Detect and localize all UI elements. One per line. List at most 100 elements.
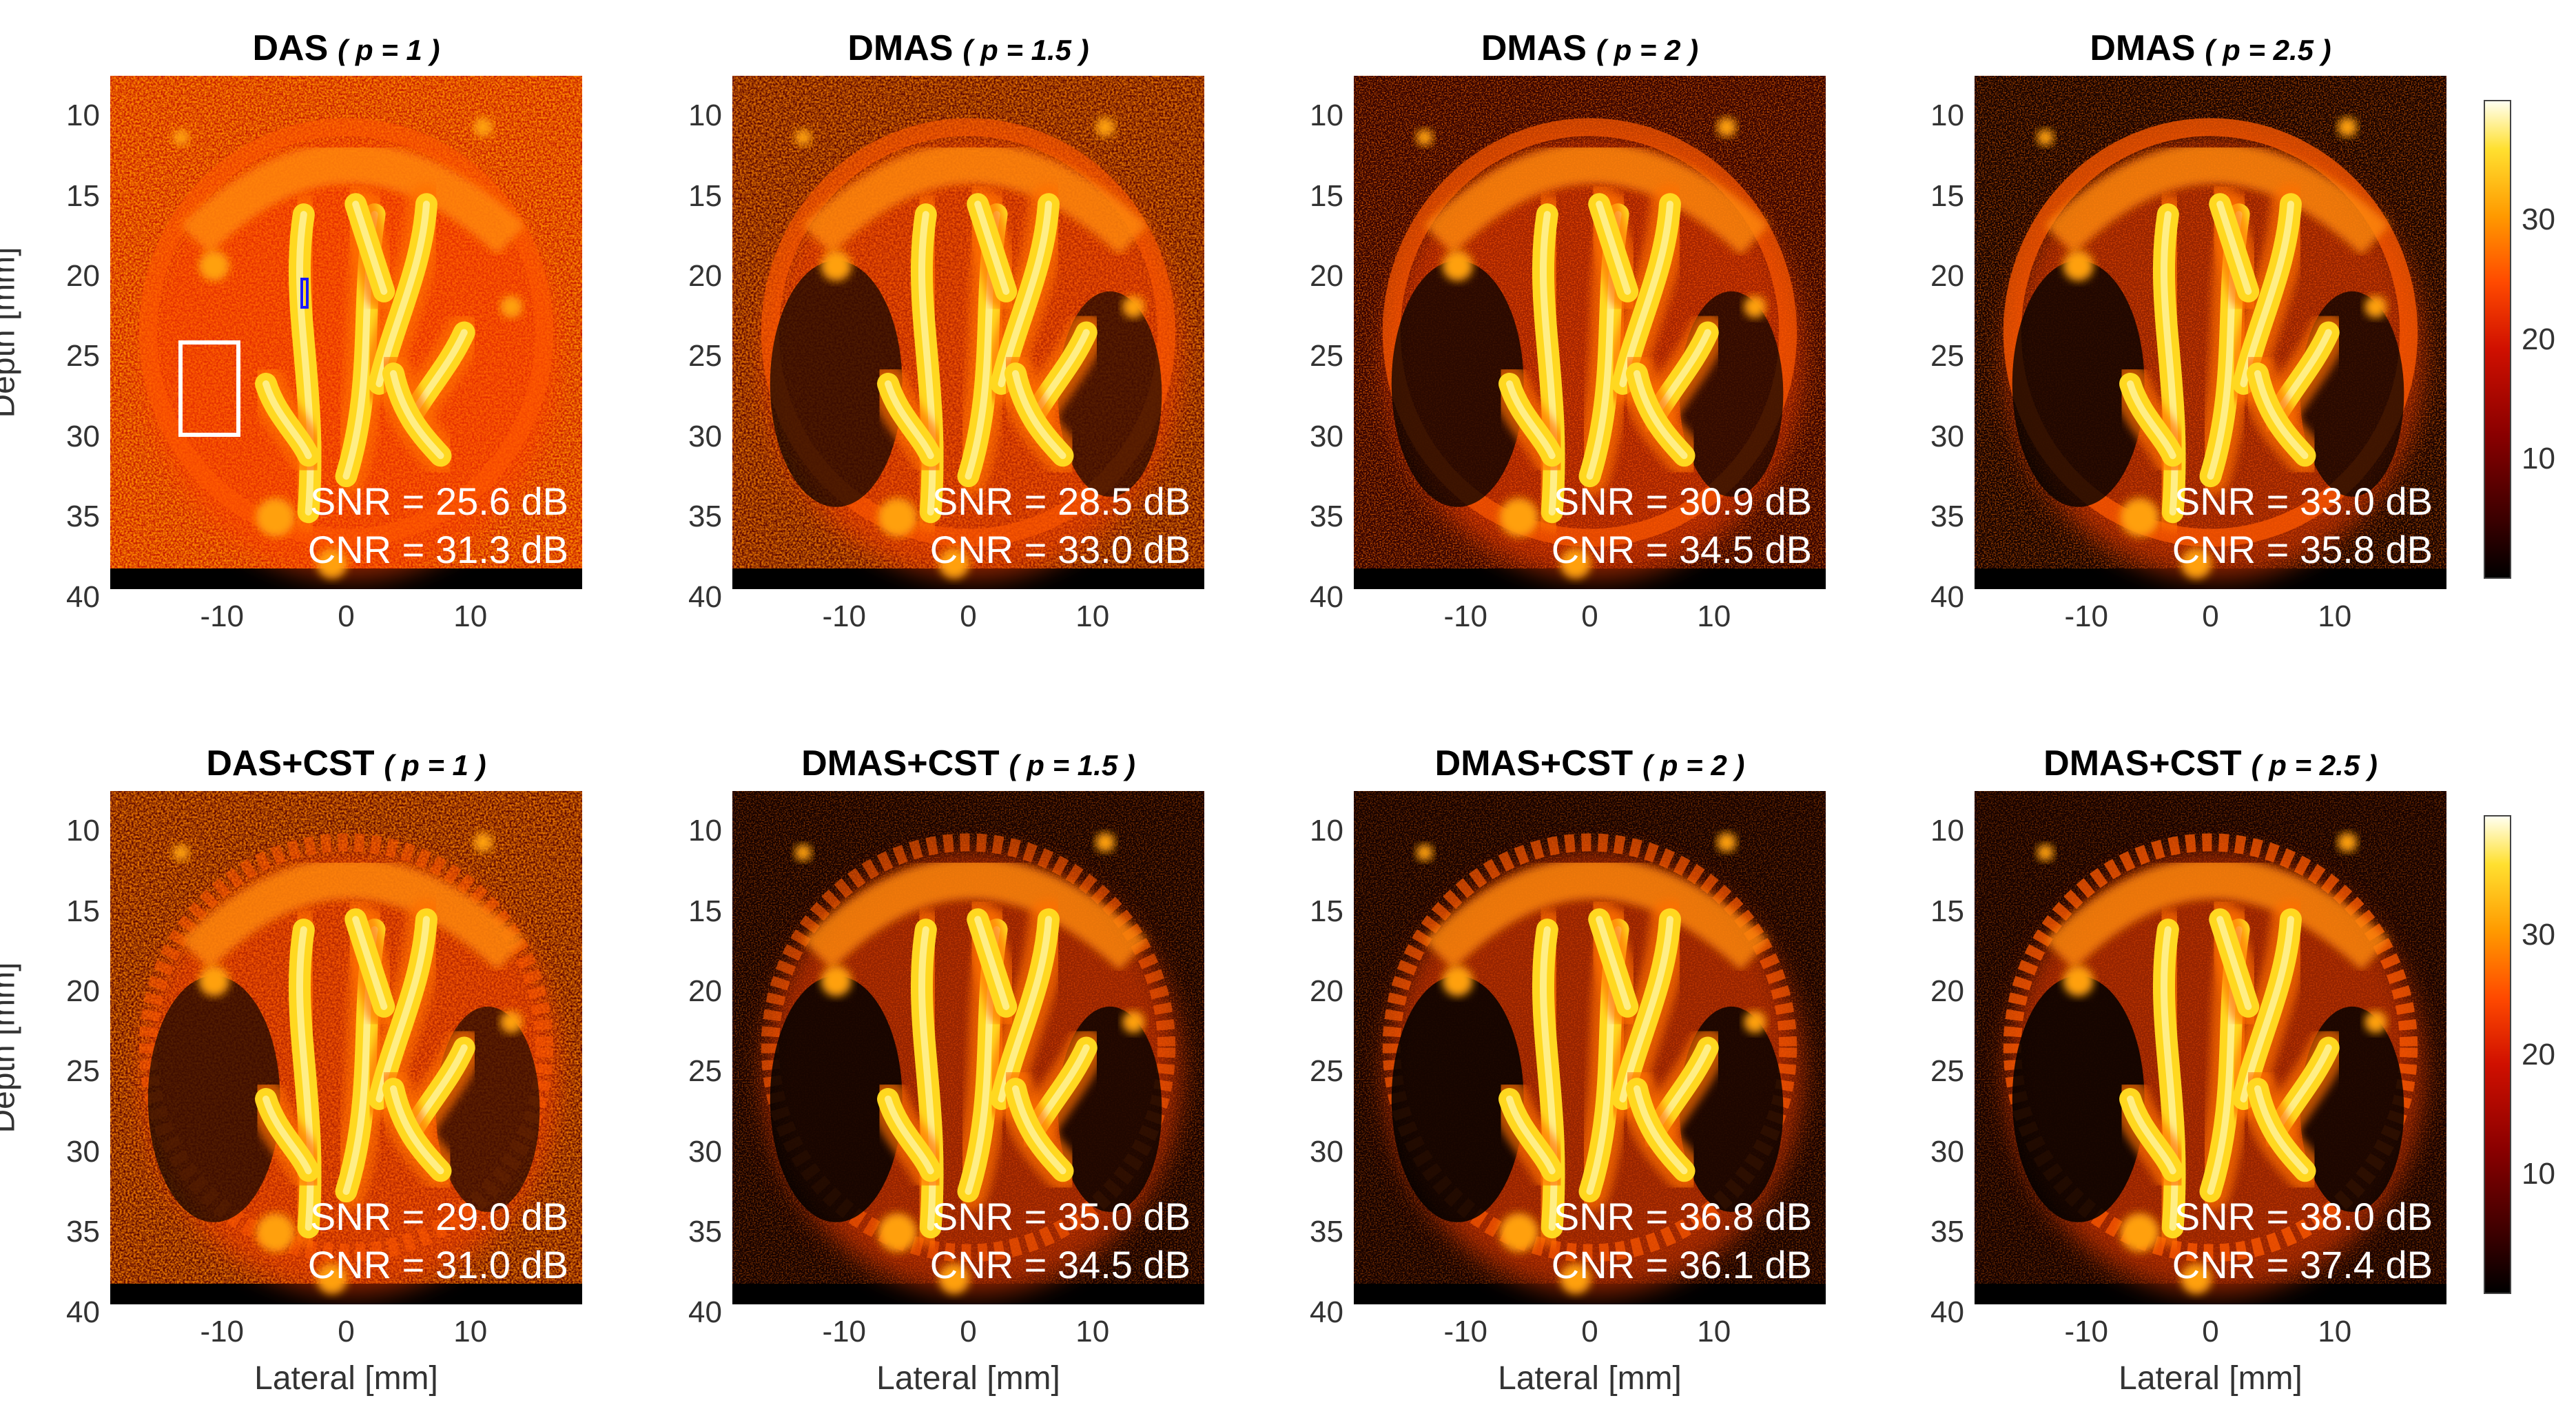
y-tick-label: 20: [1310, 974, 1343, 1009]
y-axis-label: Depth [mm]: [0, 246, 22, 418]
panel-title-parameter: ( p = 1.5 ): [962, 34, 1089, 66]
y-tick-label: 35: [66, 500, 100, 534]
y-tick-label: 35: [1930, 1215, 1964, 1249]
vessel-roi-box: [300, 278, 309, 309]
y-tick-label: 30: [66, 419, 100, 453]
y-tick-label: 40: [1930, 579, 1964, 614]
snr-label: SNR = 36.8 dB: [1553, 1195, 1812, 1238]
x-tick-label: 0: [960, 599, 977, 633]
y-tick-label: 25: [1310, 1054, 1343, 1089]
x-tick-label: 10: [1697, 1315, 1731, 1348]
panel-title: DMAS+CST ( p = 1.5 ): [650, 743, 1287, 784]
y-tick-label: 40: [1930, 1295, 1964, 1329]
snr-label: SNR = 33.0 dB: [2174, 480, 2433, 523]
panel-title-parameter: ( p = 1 ): [384, 749, 486, 781]
cnr-label: CNR = 31.0 dB: [307, 1243, 568, 1286]
y-tick-label: 30: [688, 1134, 722, 1169]
y-tick-label: 25: [688, 1054, 722, 1089]
colorbar-tick-label: 30: [2522, 202, 2555, 236]
y-tick-label: 20: [1930, 259, 1964, 294]
cnr-label: CNR = 33.0 dB: [929, 528, 1191, 571]
image-area: [732, 791, 1204, 1304]
x-axis-label: Lateral [mm]: [2119, 1360, 2302, 1397]
snr-label: SNR = 29.0 dB: [309, 1195, 568, 1238]
y-tick-label: 40: [66, 579, 100, 614]
y-tick-label: 35: [688, 1215, 722, 1249]
y-tick-label: 25: [66, 339, 100, 373]
panel-title: DMAS ( p = 2.5 ): [1892, 28, 2529, 69]
y-tick-label: 35: [1310, 1215, 1343, 1249]
snr-label: SNR = 25.6 dB: [309, 480, 568, 523]
x-tick-label: 0: [338, 599, 355, 633]
x-axis-label: Lateral [mm]: [254, 1360, 438, 1397]
ultrasound-image: [1975, 76, 2446, 589]
panel-title-method: DMAS: [847, 28, 954, 68]
y-tick-label: 35: [66, 1215, 100, 1249]
ultrasound-image: [110, 791, 582, 1304]
panel-title-method: DMAS: [1481, 28, 1587, 68]
ultrasound-image: [110, 76, 582, 589]
panel-title: DAS+CST ( p = 1 ): [28, 743, 665, 784]
panel-title-parameter: ( p = 1.5 ): [1009, 749, 1135, 781]
cnr-label: CNR = 31.3 dB: [307, 528, 568, 571]
colorbar-tick-label: 10: [2522, 442, 2555, 476]
image-panel: DMAS ( p = 2 ) 10 15 20 25 30 35 40 -10 0 10 SNR = 3…: [1310, 28, 1826, 633]
x-tick-label: -10: [822, 599, 867, 633]
panel-title: DMAS( p = 1.5 ): [650, 28, 1287, 69]
y-tick-label: 10: [688, 99, 722, 133]
cnr-label: CNR = 34.5 dB: [929, 1243, 1191, 1286]
y-tick-label: 10: [1310, 814, 1343, 848]
image-panel: DMAS( p = 1.5 ) 10 15 20 25 30 35 40 -10 0 10 SNR =…: [688, 28, 1204, 633]
ultrasound-image: [732, 791, 1204, 1304]
x-tick-label: 10: [1075, 1315, 1110, 1348]
y-tick-label: 15: [1310, 178, 1343, 213]
x-tick-label: -10: [822, 1315, 867, 1348]
y-tick-label: 30: [1310, 419, 1343, 453]
panel-title-parameter: ( p = 1 ): [338, 34, 440, 66]
y-axis-label: Depth [mm]: [0, 961, 22, 1133]
cnr-label: CNR = 35.8 dB: [2172, 528, 2433, 571]
colorbar-tick-label: 20: [2522, 322, 2555, 356]
colorbar-tick-label: 20: [2522, 1037, 2555, 1071]
y-tick-label: 40: [66, 1295, 100, 1329]
y-tick-label: 30: [1930, 1134, 1964, 1169]
panel-title: DAS ( p = 1 ): [28, 28, 665, 69]
image-panel: DMAS ( p = 2.5 ) 10 15 20 25 30 35 40 -10 0 10 SNR =…: [1930, 28, 2446, 633]
y-tick-label: 20: [66, 259, 100, 294]
x-tick-label: 10: [2318, 599, 2352, 633]
x-tick-label: 0: [2202, 599, 2219, 633]
image-area: [1975, 76, 2446, 589]
x-tick-label: 10: [1697, 599, 1731, 633]
x-tick-label: 0: [960, 1315, 977, 1348]
cnr-label: CNR = 34.5 dB: [1551, 528, 1812, 571]
background-roi-box: [178, 340, 241, 437]
x-tick-label: -10: [1443, 1315, 1488, 1348]
x-tick-label: 10: [2318, 1315, 2352, 1348]
y-tick-label: 30: [1310, 1134, 1343, 1169]
colorbar: [2484, 100, 2511, 579]
y-tick-label: 15: [1930, 894, 1964, 928]
snr-label: SNR = 38.0 dB: [2174, 1195, 2433, 1238]
x-tick-label: 0: [1581, 1315, 1598, 1348]
snr-label: SNR = 30.9 dB: [1553, 480, 1812, 523]
ultrasound-image: [732, 76, 1204, 589]
ultrasound-image: [1354, 791, 1826, 1304]
panel-title-method: DAS+CST: [206, 743, 375, 783]
y-tick-label: 15: [688, 894, 722, 928]
y-tick-label: 25: [1930, 339, 1964, 373]
panel-title: DMAS+CST( p = 2 ): [1271, 743, 1908, 784]
panel-title: DMAS+CST ( p = 2.5 ): [1892, 743, 2529, 784]
panel-title-method: DMAS+CST: [2043, 743, 2242, 783]
panel-title-method: DMAS+CST: [1434, 743, 1634, 783]
cnr-label: CNR = 36.1 dB: [1551, 1243, 1812, 1286]
x-tick-label: -10: [200, 599, 245, 633]
x-tick-label: 10: [453, 599, 488, 633]
x-tick-label: -10: [2064, 1315, 2109, 1348]
x-axis-label: Lateral [mm]: [1498, 1360, 1682, 1397]
image-area: [1354, 76, 1826, 589]
y-tick-label: 35: [1310, 500, 1343, 534]
image-panel: DMAS+CST( p = 2 ) 10 15 20 25 30 35 40 -10 0 10 SNR…: [1310, 743, 1826, 1397]
image-area: [110, 791, 582, 1304]
y-tick-label: 10: [688, 814, 722, 848]
snr-label: SNR = 28.5 dB: [931, 480, 1191, 523]
